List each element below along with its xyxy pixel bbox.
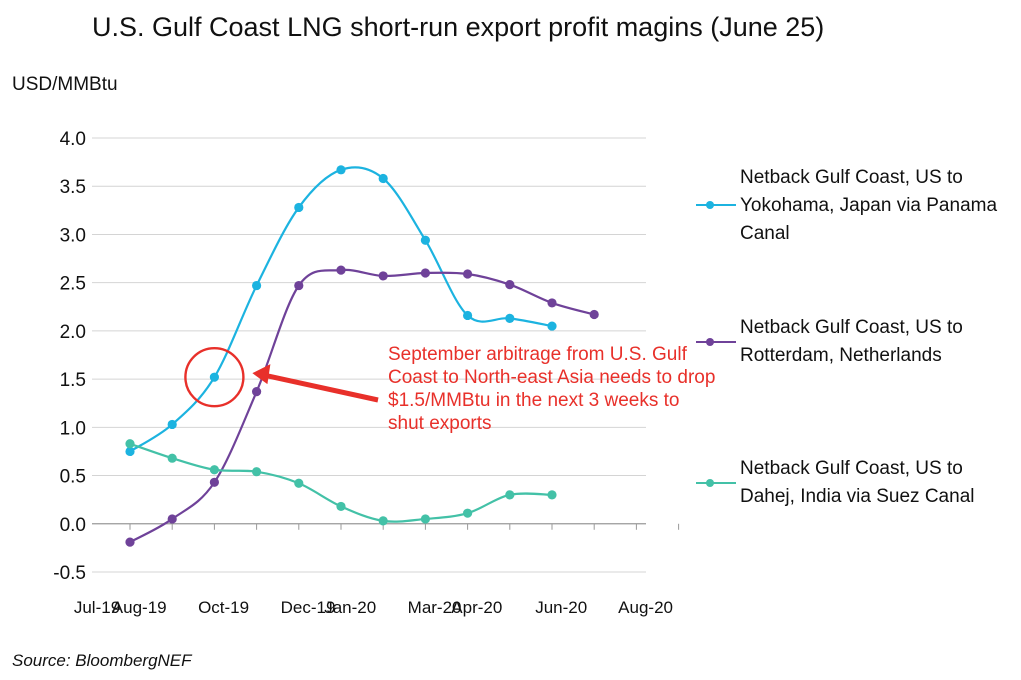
- data-point-rotterdam: [378, 271, 388, 281]
- data-point-yokohama: [209, 372, 219, 382]
- x-tick-label: Jan-20: [324, 598, 376, 617]
- data-point-dahej: [209, 465, 219, 475]
- annotation-arrow-shaft: [263, 372, 379, 403]
- data-point-rotterdam: [125, 537, 135, 547]
- data-point-rotterdam: [209, 477, 219, 487]
- x-tick-label: Oct-19: [198, 598, 249, 617]
- legend-label-rotterdam: Netback Gulf Coast, US to Rotterdam, Net…: [740, 317, 963, 366]
- chart-title: U.S. Gulf Coast LNG short-run export pro…: [92, 12, 825, 42]
- y-tick-label: 4.0: [60, 129, 86, 150]
- legend-swatch-rotterdam: [696, 338, 736, 346]
- data-point-yokohama: [420, 235, 430, 245]
- data-point-rotterdam: [463, 269, 473, 279]
- y-tick-label: 0.0: [60, 515, 86, 536]
- data-point-yokohama: [294, 202, 304, 213]
- x-tick-label: Mar-20: [408, 598, 462, 617]
- legend-swatch-yokohama: [696, 201, 736, 209]
- data-point-dahej: [294, 478, 304, 488]
- y-tick-label: 3.0: [60, 225, 86, 246]
- data-point-yokohama: [547, 321, 557, 331]
- data-point-rotterdam: [167, 514, 177, 524]
- legend-label-dahej: Netback Gulf Coast, US to Dahej, India v…: [740, 458, 975, 507]
- data-point-rotterdam: [547, 298, 557, 308]
- data-point-dahej: [547, 490, 557, 500]
- data-point-yokohama: [125, 446, 135, 457]
- data-point-dahej: [336, 501, 346, 512]
- y-tick-label: 2.5: [60, 274, 86, 295]
- data-point-yokohama: [167, 419, 177, 430]
- data-point-rotterdam: [505, 279, 515, 290]
- annotation-circle: [184, 346, 245, 408]
- data-point-dahej: [463, 508, 473, 518]
- data-point-yokohama: [378, 173, 388, 184]
- data-point-yokohama: [463, 310, 473, 321]
- data-point-dahej: [420, 514, 430, 524]
- data-point-rotterdam: [252, 387, 262, 397]
- x-tick-label: Dec-19: [281, 598, 336, 617]
- legend-label-yokohama: Netback Gulf Coast, US to Yokohama, Japa…: [740, 167, 998, 244]
- legend-swatch-dahej: [696, 479, 736, 487]
- y-tick-label: 3.5: [60, 177, 86, 198]
- data-point-rotterdam: [294, 280, 304, 291]
- data-point-yokohama: [252, 280, 262, 291]
- annotation-text: September arbitrage from U.S. Gulf Coast…: [388, 344, 716, 434]
- source-note: Source: BloombergNEF: [12, 651, 192, 670]
- data-point-yokohama: [336, 165, 346, 175]
- annotation-arrow-head: [252, 364, 271, 385]
- data-point-rotterdam: [589, 309, 599, 320]
- data-point-dahej: [505, 490, 515, 500]
- data-point-dahej: [378, 516, 388, 526]
- x-tick-label: Aug-20: [618, 598, 673, 617]
- x-tick-label: Jun-20: [535, 598, 587, 617]
- data-point-dahej: [167, 453, 177, 463]
- y-tick-label: 2.0: [60, 322, 86, 343]
- y-axis-unit-label: USD/MMBtu: [12, 74, 118, 95]
- y-tick-label: -0.5: [53, 563, 86, 584]
- data-point-dahej: [125, 439, 135, 449]
- data-point-rotterdam: [420, 268, 430, 278]
- data-point-rotterdam: [336, 265, 346, 275]
- y-tick-label: 1.5: [60, 370, 86, 391]
- x-tick-label: Apr-20: [451, 598, 502, 617]
- x-tick-label: Jul-19: [74, 598, 120, 617]
- data-point-dahej: [252, 467, 262, 477]
- data-point-yokohama: [505, 313, 515, 323]
- x-tick-label: Aug-19: [112, 598, 167, 617]
- y-tick-label: 0.5: [60, 467, 86, 488]
- y-tick-label: 1.0: [60, 418, 86, 439]
